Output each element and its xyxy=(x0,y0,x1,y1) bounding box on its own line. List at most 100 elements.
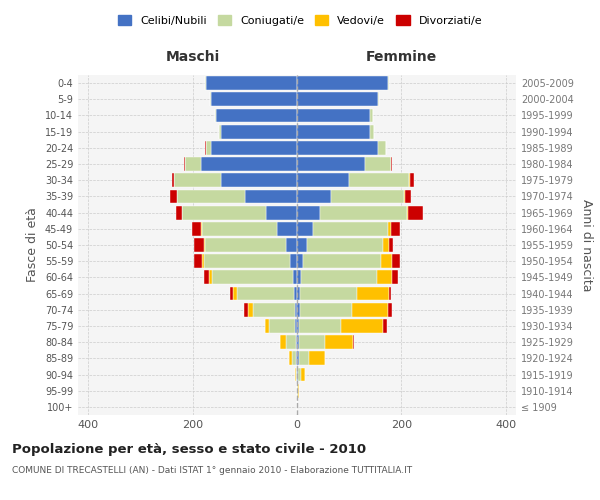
Bar xyxy=(172,174,175,187)
Bar xyxy=(365,157,391,171)
Bar xyxy=(407,206,408,220)
Bar xyxy=(292,352,296,365)
Bar xyxy=(216,108,297,122)
Bar xyxy=(313,222,388,235)
Bar xyxy=(388,303,392,316)
Bar xyxy=(295,303,297,316)
Bar xyxy=(191,222,201,235)
Bar xyxy=(391,157,392,171)
Bar xyxy=(405,190,411,203)
Bar xyxy=(391,222,400,235)
Bar xyxy=(388,222,391,235)
Bar xyxy=(286,336,296,349)
Bar xyxy=(358,286,389,300)
Bar xyxy=(209,270,212,284)
Bar xyxy=(297,368,298,382)
Bar xyxy=(211,141,297,154)
Bar xyxy=(286,238,297,252)
Bar xyxy=(184,157,185,171)
Bar xyxy=(297,141,378,154)
Text: Popolazione per età, sesso e stato civile - 2010: Popolazione per età, sesso e stato civil… xyxy=(12,442,366,456)
Bar xyxy=(352,303,388,316)
Bar xyxy=(194,238,203,252)
Bar xyxy=(205,76,206,90)
Bar xyxy=(205,238,286,252)
Bar xyxy=(219,125,221,138)
Bar xyxy=(277,222,297,235)
Bar xyxy=(293,270,297,284)
Bar xyxy=(215,108,216,122)
Bar xyxy=(378,141,386,154)
Bar xyxy=(269,319,295,333)
Bar xyxy=(212,270,293,284)
Bar xyxy=(253,303,295,316)
Bar xyxy=(389,238,394,252)
Bar xyxy=(301,270,377,284)
Bar xyxy=(296,336,297,349)
Y-axis label: Anni di nascita: Anni di nascita xyxy=(580,198,593,291)
Text: COMUNE DI TRECASTELLI (AN) - Dati ISTAT 1° gennaio 2010 - Elaborazione TUTTITALI: COMUNE DI TRECASTELLI (AN) - Dati ISTAT … xyxy=(12,466,412,475)
Bar xyxy=(297,336,299,349)
Bar xyxy=(325,336,353,349)
Bar xyxy=(392,270,398,284)
Bar xyxy=(409,174,410,187)
Bar xyxy=(299,319,341,333)
Bar xyxy=(266,206,297,220)
Bar xyxy=(309,352,325,365)
Bar xyxy=(370,125,374,138)
Bar xyxy=(297,206,320,220)
Bar xyxy=(202,254,203,268)
Bar xyxy=(221,174,297,187)
Bar xyxy=(370,108,373,122)
Bar xyxy=(297,157,365,171)
Bar xyxy=(295,286,297,300)
Bar xyxy=(289,352,292,365)
Bar xyxy=(170,190,176,203)
Bar xyxy=(280,336,286,349)
Bar xyxy=(297,125,370,138)
Bar xyxy=(410,174,415,187)
Bar xyxy=(206,76,297,90)
Bar xyxy=(392,254,400,268)
Bar xyxy=(211,92,297,106)
Bar xyxy=(299,352,309,365)
Bar xyxy=(295,319,297,333)
Bar xyxy=(237,286,295,300)
Bar xyxy=(297,384,298,398)
Bar xyxy=(265,319,269,333)
Bar xyxy=(182,206,266,220)
Bar xyxy=(297,92,378,106)
Bar xyxy=(301,368,305,382)
Text: Maschi: Maschi xyxy=(166,50,220,64)
Bar xyxy=(353,336,355,349)
Bar xyxy=(297,352,299,365)
Bar xyxy=(404,190,405,203)
Bar xyxy=(176,206,182,220)
Bar xyxy=(378,92,379,106)
Bar xyxy=(349,174,409,187)
Bar xyxy=(233,286,237,300)
Bar xyxy=(300,286,358,300)
Bar xyxy=(194,254,202,268)
Bar xyxy=(382,254,392,268)
Bar xyxy=(377,270,392,284)
Bar xyxy=(341,319,383,333)
Bar xyxy=(297,319,299,333)
Bar xyxy=(297,303,299,316)
Bar xyxy=(298,384,299,398)
Bar xyxy=(297,286,300,300)
Bar xyxy=(383,319,386,333)
Bar xyxy=(298,368,301,382)
Bar xyxy=(331,190,404,203)
Bar xyxy=(307,238,383,252)
Bar xyxy=(200,157,297,171)
Bar xyxy=(297,190,331,203)
Bar xyxy=(408,206,422,220)
Bar xyxy=(206,141,211,154)
Bar xyxy=(303,254,382,268)
Bar xyxy=(175,174,221,187)
Bar xyxy=(297,76,388,90)
Bar xyxy=(296,352,297,365)
Legend: Celibi/Nubili, Coniugati/e, Vedovi/e, Divorziati/e: Celibi/Nubili, Coniugati/e, Vedovi/e, Di… xyxy=(113,10,487,30)
Bar xyxy=(297,238,307,252)
